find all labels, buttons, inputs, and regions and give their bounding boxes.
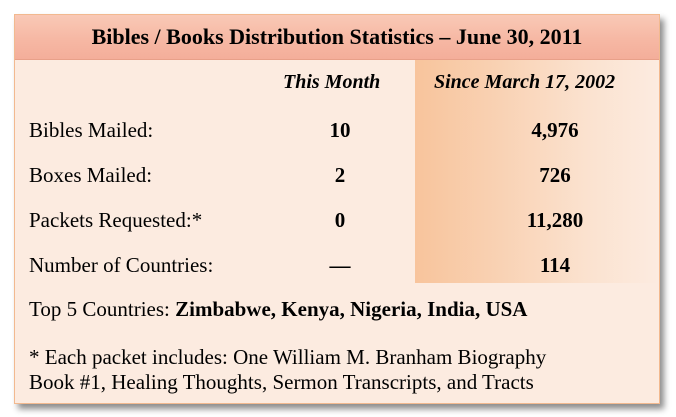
value-packets-this-month: 0: [334, 208, 346, 232]
since-column-highlight: [415, 60, 659, 283]
row-label-packets-requested: Packets Requested:*: [29, 208, 203, 232]
value-bibles-since: 4,976: [531, 118, 579, 142]
footnote-line-2: Book #1, Healing Thoughts, Sermon Transc…: [29, 370, 534, 394]
top-countries-list: Zimbabwe, Kenya, Nigeria, India, USA: [175, 297, 528, 321]
row-label-bibles-mailed: Bibles Mailed:: [29, 118, 154, 142]
page-title: Bibles / Books Distribution Statistics –…: [91, 24, 583, 49]
top-countries-label: Top 5 Countries:: [29, 297, 170, 321]
value-bibles-this-month: 10: [329, 118, 351, 142]
footnote-line-1: * Each packet includes: One William M. B…: [29, 345, 547, 369]
statistics-card: Bibles / Books Distribution Statistics –…: [14, 14, 660, 404]
column-header-this-month: This Month: [283, 71, 381, 93]
column-header-since: Since March 17, 2002: [434, 71, 616, 93]
title-bar: Bibles / Books Distribution Statistics –…: [15, 15, 659, 60]
footnote: * Each packet includes: One William M. B…: [29, 345, 659, 395]
row-label-number-of-countries: Number of Countries:: [29, 253, 214, 277]
row-label-boxes-mailed: Boxes Mailed:: [29, 163, 153, 187]
value-packets-since: 11,280: [526, 208, 584, 232]
value-boxes-since: 726: [539, 163, 571, 187]
top-countries: Top 5 Countries: Zimbabwe, Kenya, Nigeri…: [29, 297, 527, 322]
value-countries-since: 114: [539, 253, 571, 277]
value-countries-this-month: —: [329, 253, 351, 277]
value-boxes-this-month: 2: [334, 163, 346, 187]
